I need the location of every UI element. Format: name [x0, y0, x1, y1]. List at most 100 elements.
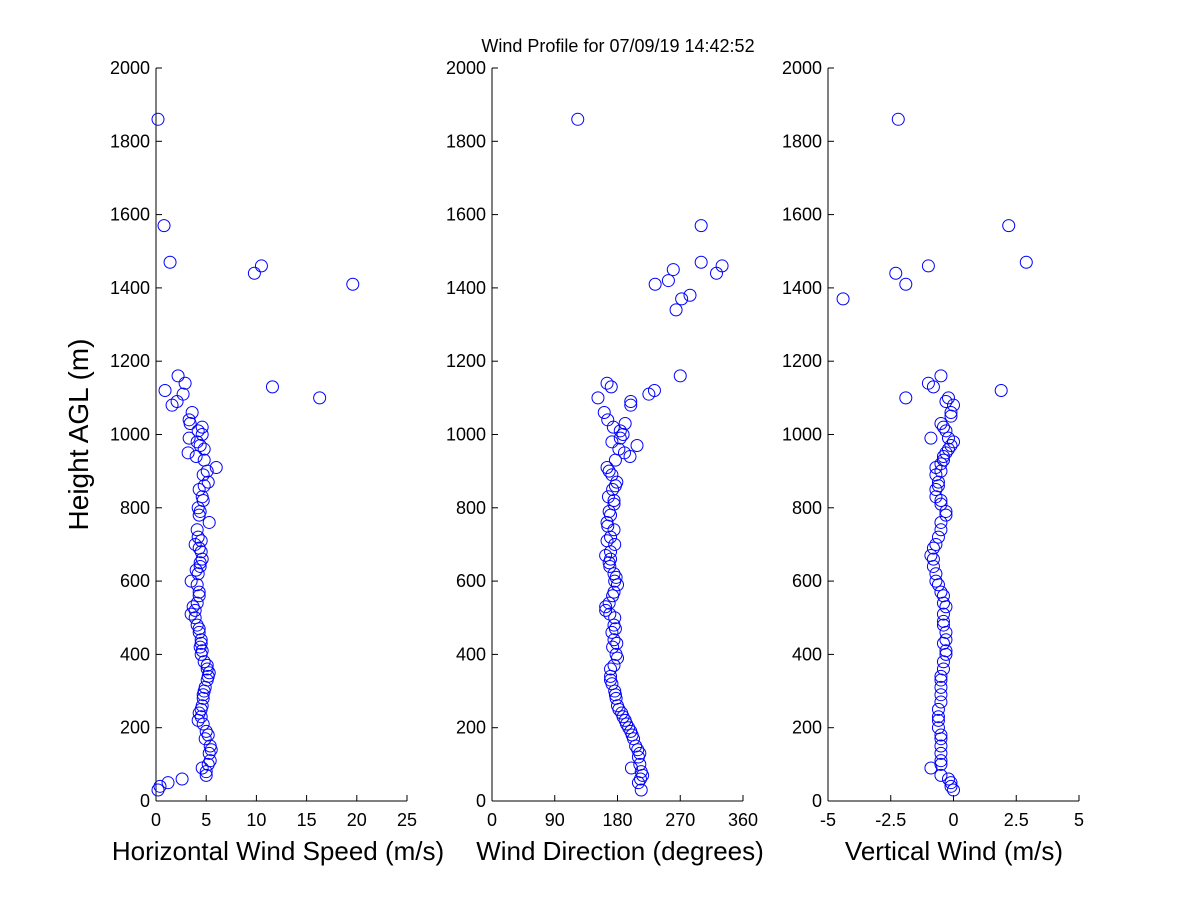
data-point: [190, 596, 204, 610]
data-point: [934, 757, 948, 771]
y-tick-label: 200: [456, 718, 486, 738]
x-tick-label: -2.5: [875, 810, 906, 830]
data-point: [191, 567, 205, 581]
y-tick-label: 1600: [110, 205, 150, 225]
data-point: [254, 259, 268, 273]
data-point: [607, 523, 621, 537]
data-point: [199, 724, 213, 738]
data-point: [611, 651, 624, 665]
data-point: [611, 578, 624, 592]
data-point: [151, 112, 165, 126]
data-point: [939, 424, 953, 438]
x-tick-label: -5: [820, 810, 836, 830]
data-point: [190, 618, 204, 632]
data-point: [931, 475, 945, 489]
data-point: [934, 493, 948, 507]
data-point: [939, 600, 953, 614]
data-point: [606, 420, 620, 434]
data-point: [924, 431, 938, 445]
data-point: [669, 303, 683, 317]
data-point: [199, 768, 213, 782]
data-point: [631, 750, 645, 764]
data-point: [158, 384, 172, 398]
data-point: [994, 384, 1008, 398]
data-point: [944, 409, 958, 423]
data-point: [195, 552, 209, 566]
data-point: [926, 559, 940, 573]
y-axis-label: Height AGL (m): [63, 339, 94, 531]
data-point: [939, 647, 953, 661]
y-tick-label: 1200: [110, 351, 150, 371]
data-point: [929, 482, 943, 496]
data-point: [209, 460, 223, 474]
data-point: [201, 728, 215, 742]
data-point: [196, 688, 210, 702]
x-tick-label: 10: [246, 810, 266, 830]
data-points-vertical: [836, 112, 1033, 797]
data-point: [710, 266, 724, 280]
data-point: [608, 574, 622, 588]
figure-title: Wind Profile for 07/09/19 14:42:52: [481, 36, 754, 56]
data-point: [599, 548, 613, 562]
data-point: [939, 446, 953, 460]
data-point: [630, 438, 644, 452]
data-point: [622, 721, 636, 735]
data-point: [941, 442, 955, 456]
data-point: [618, 417, 632, 431]
y-tick-label: 1400: [110, 278, 150, 298]
data-point: [607, 493, 621, 507]
x-tick-label: 0: [487, 810, 497, 830]
data-point: [604, 662, 618, 676]
data-point: [201, 475, 215, 489]
data-point: [926, 380, 940, 394]
data-point: [192, 585, 206, 599]
data-point: [171, 369, 185, 383]
data-point: [616, 710, 630, 724]
x-tick-label: 5: [201, 810, 211, 830]
y-tick-label: 600: [120, 571, 150, 591]
x-tick-label: 90: [545, 810, 565, 830]
data-point: [947, 435, 960, 449]
data-point: [608, 479, 622, 493]
y-tick-label: 600: [456, 571, 486, 591]
y-tick-label: 400: [120, 644, 150, 664]
x-axis-label-vertical: Vertical Wind (m/s): [845, 836, 1063, 866]
data-point: [192, 508, 206, 522]
data-point: [196, 468, 210, 482]
y-tick-label: 2000: [110, 58, 150, 78]
data-point: [190, 435, 204, 449]
data-point: [200, 464, 214, 478]
data-point: [1019, 255, 1033, 269]
data-point: [313, 391, 327, 405]
data-point: [936, 655, 950, 669]
data-point: [899, 277, 913, 291]
data-point: [613, 424, 627, 438]
data-points-speed: [151, 112, 360, 797]
y-tick-label: 1200: [782, 351, 822, 371]
data-point: [606, 589, 620, 603]
data-point: [694, 255, 708, 269]
data-point: [202, 515, 216, 529]
y-tick-label: 1000: [110, 425, 150, 445]
data-point: [200, 658, 214, 672]
data-point: [194, 647, 208, 661]
data-points-direction: [571, 112, 729, 797]
data-point: [183, 417, 197, 431]
data-point: [929, 537, 943, 551]
data-point: [153, 779, 167, 793]
data-point: [620, 717, 634, 731]
data-point: [939, 508, 953, 522]
data-point: [891, 112, 905, 126]
y-tick-label: 600: [792, 571, 822, 591]
x-tick-label: 180: [602, 810, 632, 830]
y-tick-label: 1000: [782, 425, 822, 445]
x-axis-label-speed: Horizontal Wind Speed (m/s): [112, 836, 444, 866]
data-point: [624, 398, 638, 412]
data-point: [939, 504, 953, 518]
data-point: [165, 398, 179, 412]
y-tick-label: 200: [120, 718, 150, 738]
data-point: [571, 112, 585, 126]
data-point: [944, 779, 958, 793]
data-point: [642, 387, 656, 401]
